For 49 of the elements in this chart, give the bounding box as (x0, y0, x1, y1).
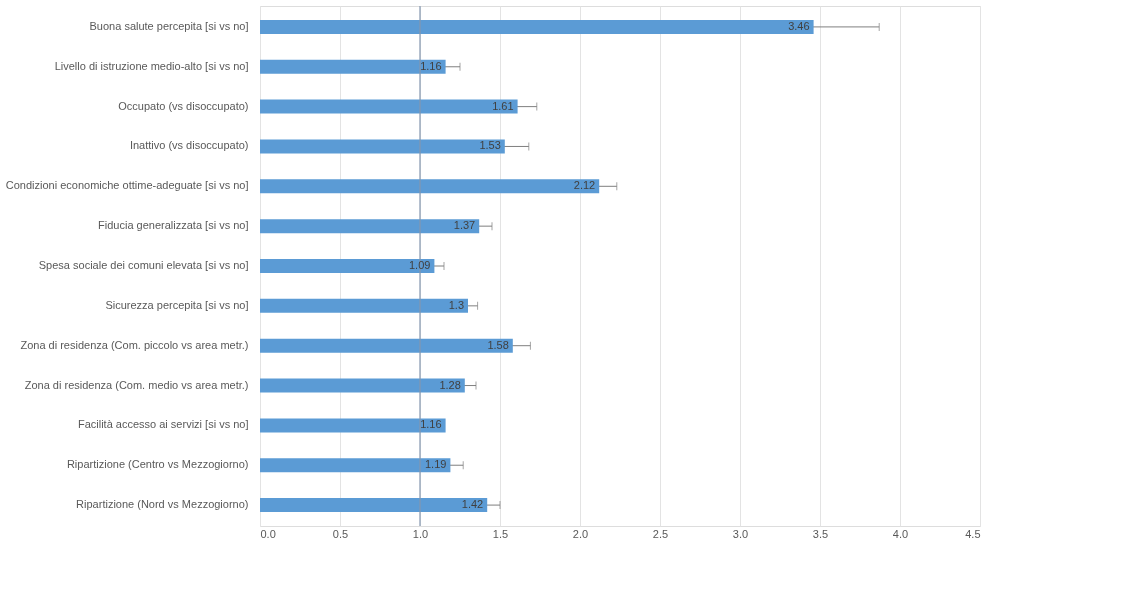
data-label: 2.12 (573, 179, 596, 192)
y-tick-label: Occupato (vs disoccupato) (118, 99, 249, 112)
bar (260, 259, 435, 273)
x-tick-label: 1.0 (412, 527, 429, 540)
bar (260, 59, 446, 74)
x-tick-label: 3.0 (732, 527, 749, 540)
y-tick-label: Ripartizione (Nord vs Mezzogiorno) (76, 498, 249, 511)
y-tick-label: Condizioni economiche ottime-adeguate [si vs no] (5, 179, 249, 192)
x-tick-label: 4.5 (965, 527, 981, 540)
y-tick-label: Livello di istruzione medio-alto [si vs no] (54, 59, 249, 72)
bar (260, 498, 488, 513)
y-tick-label: Zona di residenza (Com. piccolo vs area metr.) (20, 338, 249, 351)
y-tick-label: Spesa sociale dei comuni elevata [si vs no] (38, 259, 249, 271)
bar (260, 418, 446, 433)
bar (260, 338, 513, 353)
bar (260, 99, 518, 114)
x-tick-label: 0.5 (332, 527, 349, 540)
data-label: 1.16 (420, 59, 442, 72)
data-label: 3.46 (788, 19, 810, 32)
x-tick-label: 3.5 (812, 527, 829, 540)
data-label: 1.3 (448, 298, 464, 311)
x-tick-label: 2.5 (652, 527, 669, 540)
x-tick-label: 0.0 (260, 527, 276, 540)
bar (260, 378, 465, 393)
data-label: 1.53 (479, 139, 501, 152)
data-label: 1.42 (461, 498, 484, 511)
y-tick-label: Ripartizione (Centro vs Mezzogiorno) (66, 458, 249, 471)
y-tick-label: Sicurezza percepita [si vs no] (105, 298, 249, 311)
data-label: 1.16 (420, 418, 442, 431)
data-label: 1.61 (492, 99, 514, 112)
bar (260, 219, 480, 234)
y-tick-label: Facilità accesso ai servizi [si vs no] (77, 418, 249, 431)
bar (260, 139, 505, 154)
bar (260, 179, 600, 194)
data-label: 1.28 (439, 378, 461, 391)
x-tick-label: 4.0 (892, 527, 909, 540)
data-label: 1.09 (408, 259, 431, 271)
y-tick-label: Inattivo (vs disoccupato) (129, 139, 249, 152)
data-label: 1.19 (424, 458, 447, 471)
data-label: 1.37 (453, 219, 476, 232)
bar (260, 298, 468, 313)
bar (260, 19, 814, 34)
bar (260, 458, 451, 473)
y-tick-label: Buona salute percepita [si vs no] (89, 19, 249, 32)
data-label: 1.58 (487, 338, 509, 351)
x-tick-label: 1.5 (492, 527, 509, 540)
y-tick-label: Zona di residenza (Com. medio vs area metr.) (24, 378, 249, 391)
x-tick-label: 2.0 (572, 527, 589, 540)
y-tick-label: Fiducia generalizzata [si vs no] (98, 219, 249, 232)
